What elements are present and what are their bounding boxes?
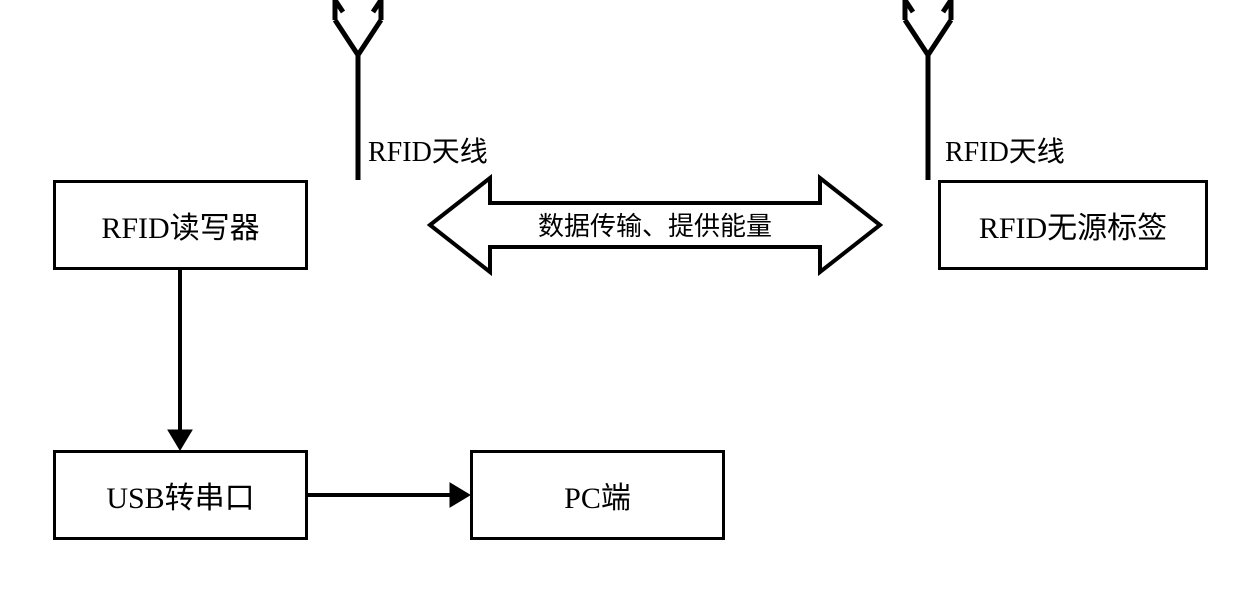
node-usb-serial-label: USB转串口	[106, 473, 254, 517]
node-pc-label: PC端	[564, 473, 631, 517]
arrow-reader-to-usb	[168, 270, 192, 450]
node-usb-serial: USB转串口	[53, 450, 308, 540]
node-pc: PC端	[470, 450, 725, 540]
label-antenna-right: RFID天线	[945, 130, 1065, 170]
node-rfid-tag: RFID无源标签	[938, 180, 1208, 270]
node-rfid-reader: RFID读写器	[53, 180, 308, 270]
node-rfid-reader-label: RFID读写器	[101, 203, 259, 247]
diagram-canvas: RFID读写器 RFID无源标签 USB转串口 PC端 RFID天线 RFID天…	[0, 0, 1240, 596]
bidir-arrow-label: 数据传输、提供能量	[538, 212, 772, 241]
label-antenna-left: RFID天线	[368, 130, 488, 170]
bidir-arrow-icon: 数据传输、提供能量	[430, 178, 880, 272]
node-rfid-tag-label: RFID无源标签	[979, 203, 1167, 247]
arrow-usb-to-pc	[308, 483, 470, 507]
